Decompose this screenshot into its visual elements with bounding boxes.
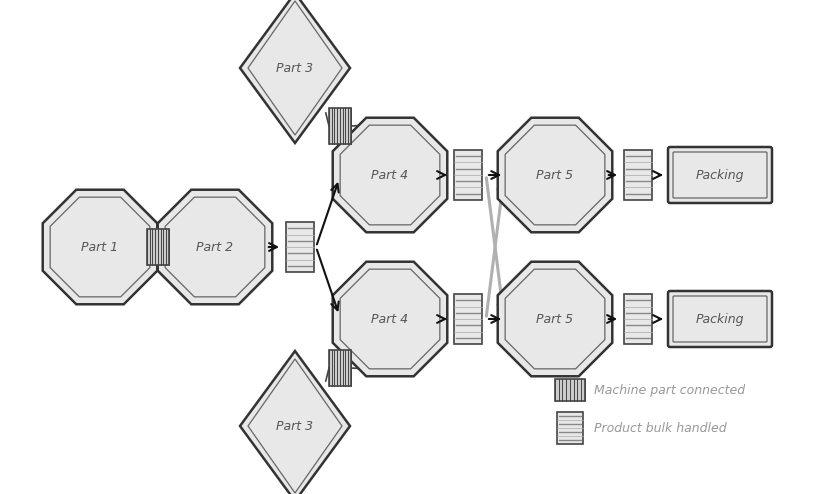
Text: Product bulk handled: Product bulk handled <box>593 421 726 435</box>
Bar <box>454 150 482 200</box>
Text: Part 2: Part 2 <box>197 241 233 253</box>
Text: Part 5: Part 5 <box>536 168 572 181</box>
Text: Packing: Packing <box>695 313 744 326</box>
Polygon shape <box>157 190 272 304</box>
Text: Part 5: Part 5 <box>536 313 572 326</box>
Bar <box>556 412 582 444</box>
Bar <box>623 294 651 344</box>
Bar <box>286 222 314 272</box>
Text: Part 3: Part 3 <box>276 419 313 433</box>
Bar <box>147 229 169 265</box>
Text: Part 1: Part 1 <box>81 241 119 253</box>
Polygon shape <box>240 0 350 143</box>
Text: Machine part connected: Machine part connected <box>593 383 744 397</box>
Bar <box>328 108 351 144</box>
Text: Part 3: Part 3 <box>276 61 313 75</box>
Bar <box>623 150 651 200</box>
Polygon shape <box>43 190 157 304</box>
Text: Part 4: Part 4 <box>371 313 408 326</box>
Bar <box>554 379 584 401</box>
Polygon shape <box>497 262 612 376</box>
Polygon shape <box>497 118 612 232</box>
Text: Part 4: Part 4 <box>371 168 408 181</box>
Polygon shape <box>240 351 350 494</box>
Bar <box>454 294 482 344</box>
Text: Packing: Packing <box>695 168 744 181</box>
FancyBboxPatch shape <box>667 291 771 347</box>
Polygon shape <box>333 262 446 376</box>
FancyBboxPatch shape <box>667 147 771 203</box>
Bar <box>328 350 351 386</box>
Polygon shape <box>333 118 446 232</box>
